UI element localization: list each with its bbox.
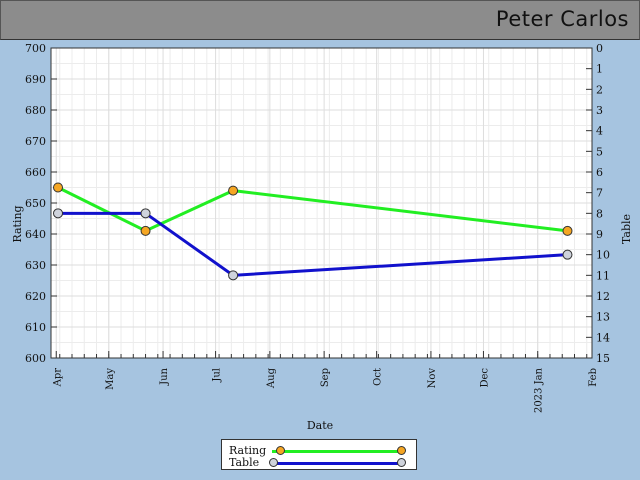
- x-tick-label: Dec: [479, 368, 490, 388]
- data-point-table: [228, 270, 239, 281]
- y-tick-label: 600: [25, 352, 46, 365]
- y2-tick-label: 14: [596, 331, 610, 344]
- legend-marker-rating: [397, 446, 406, 455]
- plot-border: [50, 47, 593, 359]
- y2-tick-label: 1: [596, 63, 603, 76]
- series-line-rating: [57, 186, 568, 233]
- y2-axis-label: Table: [620, 214, 633, 244]
- data-point-rating: [228, 185, 239, 196]
- legend-marker-rating: [276, 446, 285, 455]
- y-tick-label: 700: [25, 42, 46, 55]
- series-line-table: [58, 211, 568, 277]
- legend-marker-table: [397, 458, 406, 467]
- data-point-table: [140, 208, 151, 219]
- x-tick-label: Sep: [320, 368, 331, 387]
- y2-tick-label: 15: [596, 352, 610, 365]
- legend: Rating Table: [221, 439, 417, 470]
- y-tick-label: 690: [25, 73, 46, 86]
- y-tick-label: 630: [25, 259, 46, 272]
- data-point-rating: [140, 225, 151, 236]
- y-tick-label: 670: [25, 135, 46, 148]
- y-tick-label: 620: [25, 290, 46, 303]
- legend-label-rating: Rating: [229, 444, 267, 457]
- x-tick-label: May: [105, 368, 116, 390]
- legend-line-table: [272, 462, 400, 465]
- y2-tick-label: 13: [596, 311, 610, 324]
- y2-tick-label: 9: [596, 228, 603, 241]
- player-name-title: Peter Carlos: [495, 7, 629, 31]
- legend-item-table: Table: [222, 456, 418, 470]
- data-point-rating: [53, 182, 64, 193]
- y2-tick-label: 2: [596, 83, 603, 96]
- x-tick-label: Feb: [588, 368, 599, 387]
- data-point-table: [53, 208, 64, 219]
- y2-tick-label: 0: [596, 42, 603, 55]
- x-tick-label: Jul: [212, 368, 223, 383]
- data-point-table: [562, 249, 573, 260]
- y2-tick-label: 8: [596, 207, 603, 220]
- x-tick-label: 2023 Jan: [534, 367, 545, 413]
- y2-tick-label: 4: [596, 125, 603, 138]
- x-tick-label: Nov: [427, 368, 438, 389]
- data-point-rating: [562, 225, 573, 236]
- y2-tick-label: 7: [596, 187, 603, 200]
- x-tick-label: Oct: [373, 368, 384, 386]
- x-tick-label: Apr: [52, 368, 63, 388]
- y-tick-label: 680: [25, 104, 46, 117]
- header-bar: Peter Carlos: [0, 0, 640, 40]
- y2-tick-label: 10: [596, 249, 610, 262]
- y-tick-label: 640: [25, 228, 46, 241]
- legend-label-table: Table: [229, 456, 260, 469]
- y-tick-label: 650: [25, 197, 46, 210]
- y-tick-label: 610: [25, 321, 46, 334]
- y-axis-label: Rating: [11, 205, 24, 242]
- y2-tick-label: 12: [596, 290, 610, 303]
- legend-marker-table: [269, 458, 278, 467]
- x-axis-label: Date: [307, 419, 333, 432]
- legend-line-rating: [272, 450, 400, 453]
- x-tick-label: Jun: [159, 367, 170, 385]
- y2-tick-label: 6: [596, 166, 603, 179]
- y2-tick-label: 3: [596, 104, 603, 117]
- y2-tick-label: 5: [596, 145, 603, 158]
- y-tick-label: 660: [25, 166, 46, 179]
- x-tick-label: Aug: [266, 367, 277, 389]
- legend-item-rating: Rating: [222, 444, 418, 458]
- y2-tick-label: 11: [596, 269, 610, 282]
